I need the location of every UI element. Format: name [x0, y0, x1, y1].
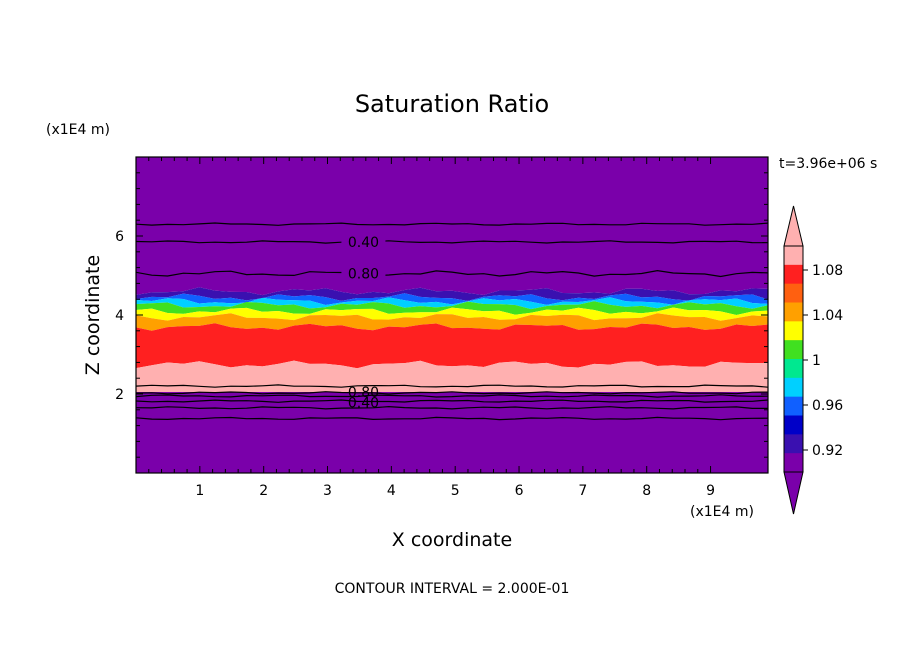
x-tick-label: 3 [323, 483, 332, 499]
layer-cyan [136, 297, 768, 310]
colorbar-segment [784, 377, 803, 398]
x-tick-label: 1 [195, 483, 204, 499]
colorbar-top-arrow [783, 205, 804, 247]
layer-green [136, 301, 768, 315]
x-tick-label: 7 [578, 483, 587, 499]
colorbar-segment [784, 415, 803, 435]
colorbar-segment [784, 246, 803, 266]
contour-line [136, 394, 768, 398]
colorbar-tick-label: 1 [812, 353, 821, 369]
plot-fill-layers [136, 157, 768, 473]
colorbar-bottom-arrow [783, 471, 804, 515]
x-unit-label: (x1E4 m) [690, 504, 754, 520]
layer-lower-dry [136, 392, 768, 473]
contour-label-bg [341, 233, 386, 249]
layer-blue [136, 293, 768, 305]
layer-pink [136, 360, 768, 392]
colorbar-tick-label: 0.92 [812, 443, 843, 459]
layer-orange [136, 313, 768, 331]
contour-label: 0.40 [348, 235, 379, 251]
time-label: t=3.96e+06 s [779, 156, 877, 172]
contour-line [136, 269, 768, 278]
x-axis-label: X coordinate [392, 529, 512, 551]
colorbar-tick-label: 0.96 [812, 398, 843, 414]
x-tick-label: 5 [451, 483, 460, 499]
y-unit-label: (x1E4 m) [46, 122, 110, 138]
layer-yellow [136, 307, 768, 321]
contour-line [136, 399, 768, 403]
x-tick-label: 8 [642, 483, 651, 499]
contour-line [136, 405, 768, 410]
colorbar-segment [784, 340, 803, 360]
y-axis-label: Z coordinate [82, 255, 104, 375]
layer-upper-dry [136, 157, 768, 296]
contour-labels-group: 0.400.800.800.40 [341, 233, 386, 412]
x-tick-label: 9 [706, 483, 715, 499]
contour-label: 0.40 [348, 396, 379, 412]
y-tick-label: 4 [115, 308, 124, 324]
layer-red [136, 323, 768, 369]
contour-interval-footer: CONTOUR INTERVAL = 2.000E-01 [335, 581, 570, 597]
layer-dark-blue [136, 287, 768, 301]
colorbar-segment [784, 264, 803, 285]
contour-label-bg [341, 265, 386, 281]
chart-title: Saturation Ratio [355, 90, 549, 118]
colorbar-tick-label: 1.08 [812, 263, 843, 279]
x-tick-label: 2 [259, 483, 268, 499]
colorbar-segment [784, 434, 803, 454]
colorbar-segment [784, 453, 803, 473]
x-tick-label: 4 [387, 483, 396, 499]
x-tick-label: 6 [515, 483, 524, 499]
colorbar-segment [784, 396, 803, 416]
y-tick-label: 2 [115, 387, 124, 403]
colorbar-frame [783, 245, 804, 473]
contour-line [136, 240, 768, 244]
contour-line [136, 384, 768, 388]
colorbar-segment [784, 302, 803, 322]
colorbar-tick-label: 1.04 [812, 308, 843, 324]
contour-line [136, 391, 768, 395]
colorbar-segment [784, 283, 803, 303]
contour-line [136, 222, 768, 226]
colorbar: 0.92 0.96 1 1.04 1.08 [783, 205, 843, 515]
contour-label: 0.80 [348, 267, 379, 283]
x-axis-ticks: 1 2 3 4 5 6 7 8 9 [148, 157, 715, 499]
colorbar-segment [784, 321, 803, 341]
contour-lines [136, 222, 768, 421]
colorbar-segment [784, 359, 803, 379]
contour-line [136, 416, 768, 421]
y-tick-label: 6 [115, 229, 124, 245]
contour-label: 0.80 [348, 385, 379, 401]
y-axis-ticks: 2 4 6 [115, 172, 768, 458]
